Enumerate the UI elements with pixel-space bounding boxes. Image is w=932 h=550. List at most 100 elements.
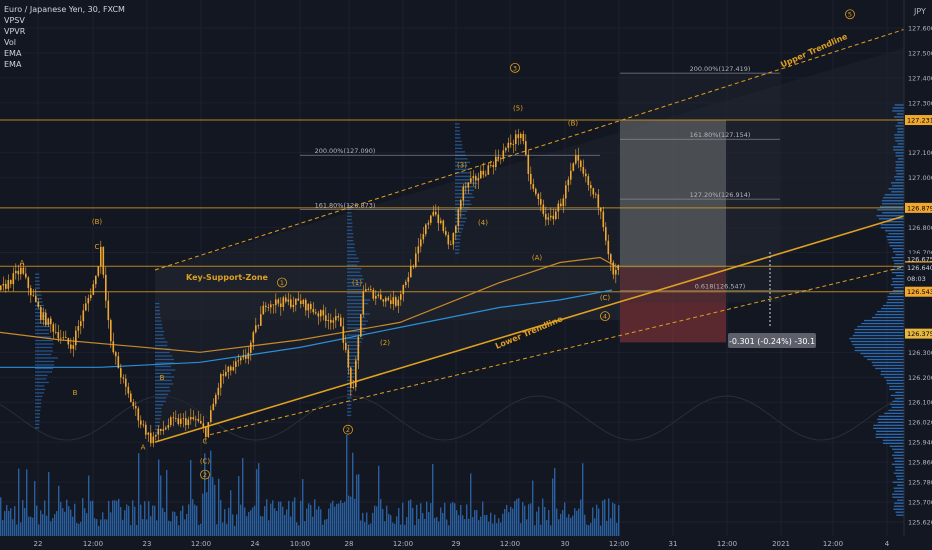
volume-bar xyxy=(358,474,360,536)
volume-bar xyxy=(326,518,328,536)
candle-body xyxy=(70,344,72,349)
volume-bar xyxy=(600,525,602,536)
volume-bar xyxy=(586,524,588,536)
volume-bar xyxy=(334,506,336,536)
session-profile-bar xyxy=(35,378,47,380)
session-profile-bar xyxy=(35,353,52,356)
volume-bar xyxy=(580,499,582,536)
candle-body xyxy=(577,155,580,161)
indicator-vpsv[interactable]: VPSV xyxy=(4,16,25,25)
trendlines[interactable] xyxy=(154,20,932,443)
profile-bar xyxy=(884,376,904,379)
volume-bar xyxy=(458,515,460,536)
candle-body xyxy=(30,288,32,296)
session-profile-bar xyxy=(155,393,169,396)
session-profile-bar xyxy=(35,402,42,405)
candle-body xyxy=(122,377,125,379)
session-profile-bar xyxy=(155,372,171,375)
session-profile-bar xyxy=(455,168,470,170)
candle-body xyxy=(57,332,60,339)
candle-body xyxy=(505,147,507,151)
volume-bar xyxy=(296,522,298,536)
candle-body xyxy=(305,299,307,311)
volume-bar xyxy=(504,508,506,536)
profile-bar xyxy=(893,251,904,253)
fib-label: 200.00%(127.090) xyxy=(315,147,376,155)
volume-bar xyxy=(232,514,234,536)
symbol-title[interactable]: Euro / Japanese Yen, 30, FXCM xyxy=(4,5,125,14)
projection-box[interactable] xyxy=(620,267,726,343)
volume-bar xyxy=(134,506,136,536)
y-tick-label: 127.100 xyxy=(908,149,932,157)
session-profile-bar xyxy=(347,233,354,235)
volume-bar xyxy=(328,508,330,536)
candle-body xyxy=(420,239,422,247)
candle-body xyxy=(350,367,352,388)
volume-bar xyxy=(494,514,496,536)
volume-bar xyxy=(4,511,6,536)
session-profile-bar xyxy=(347,302,369,305)
session-profile-bar xyxy=(35,350,53,352)
profile-bar xyxy=(892,454,904,456)
volume-bar xyxy=(442,512,444,536)
volume-bar xyxy=(272,500,274,536)
profile-bar xyxy=(891,271,904,274)
session-profile-bar xyxy=(347,285,362,287)
candle-body xyxy=(575,155,577,164)
y-tick-label: 126.100 xyxy=(908,399,932,407)
volume-bar xyxy=(94,518,96,536)
volume-bar xyxy=(440,507,442,536)
measure-tool[interactable]: -0.301 (-0.24%) -30.1 xyxy=(728,252,816,348)
session-profile-bar xyxy=(155,404,164,406)
volume-bar xyxy=(152,505,154,536)
profile-bar xyxy=(893,472,904,474)
lower-trendline[interactable] xyxy=(154,206,932,443)
profile-bar xyxy=(882,197,904,199)
candle-body xyxy=(217,387,220,396)
candle-body xyxy=(457,209,460,226)
volume-bar xyxy=(420,503,422,536)
price-tag xyxy=(905,202,932,213)
session-profile-bar xyxy=(347,407,352,410)
measure-box xyxy=(728,333,816,348)
candle-body xyxy=(490,164,492,166)
session-profile-bar xyxy=(455,252,460,254)
channel-line[interactable] xyxy=(209,259,932,436)
volume-bar xyxy=(450,503,452,536)
volume-bar xyxy=(370,523,372,536)
volume-bar xyxy=(402,502,404,536)
upper-trendline[interactable] xyxy=(154,20,932,271)
indicator-ema[interactable]: EMA xyxy=(4,49,22,58)
candle-body xyxy=(197,418,200,421)
volume-bar xyxy=(100,519,102,536)
indicator-vpvr[interactable]: VPVR xyxy=(4,27,26,36)
session-profile-bar xyxy=(347,358,359,361)
volume-bar xyxy=(206,492,208,536)
volume-bar xyxy=(524,505,526,536)
volume-bar xyxy=(26,469,28,536)
profile-bar xyxy=(889,445,904,447)
session-profile-bar xyxy=(347,268,362,270)
volume-bar xyxy=(492,523,494,536)
candle-body xyxy=(375,296,377,299)
indicator-vol[interactable]: Vol xyxy=(4,38,16,47)
session-profile-bar xyxy=(455,130,460,132)
candle-body xyxy=(15,270,17,274)
volume-bar xyxy=(60,501,62,536)
volume-bar xyxy=(8,510,10,536)
profile-bar xyxy=(878,415,904,418)
session-profile-bar xyxy=(455,228,464,230)
volume-bar xyxy=(144,501,146,536)
candles xyxy=(0,128,620,448)
session-profile-bar xyxy=(155,432,160,434)
candle-body xyxy=(600,207,602,212)
volume-bar xyxy=(498,518,500,536)
price-tag xyxy=(905,115,932,126)
profile-bar xyxy=(892,448,904,450)
candle-body xyxy=(132,402,135,407)
candle-body xyxy=(410,265,412,278)
indicator-ema[interactable]: EMA xyxy=(4,60,22,69)
projection-box[interactable] xyxy=(620,120,726,268)
session-profile-bar xyxy=(35,427,40,429)
